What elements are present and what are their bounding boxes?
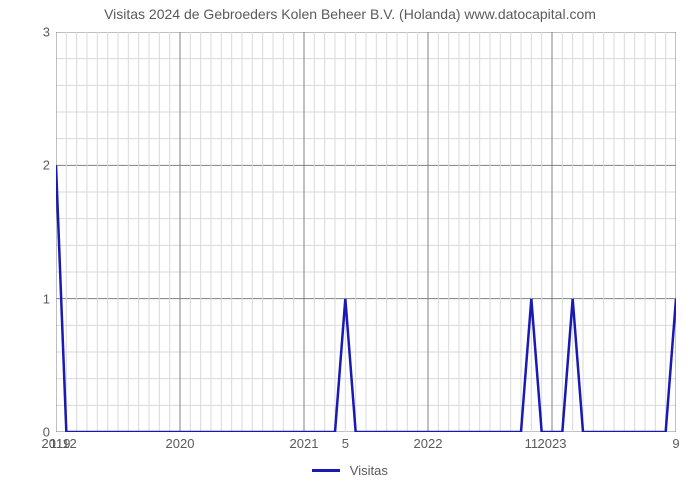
x-tick-year: 2020 — [166, 432, 195, 451]
x-tick-year: 2023 — [538, 432, 567, 451]
plot-area: 01232019202020212022202311125119 — [56, 32, 676, 432]
legend: Visitas — [0, 462, 700, 478]
plot-svg — [56, 32, 676, 432]
x-tick-minor: 11 — [525, 432, 539, 451]
legend-label: Visitas — [350, 463, 388, 478]
x-tick-year: 2022 — [414, 432, 443, 451]
chart-title: Visitas 2024 de Gebroeders Kolen Beheer … — [0, 6, 700, 22]
x-tick-minor: 9 — [672, 432, 679, 451]
y-tick-label: 3 — [43, 25, 56, 40]
x-tick-minor: 1112 — [50, 432, 77, 451]
legend-swatch — [312, 469, 340, 472]
y-tick-label: 2 — [43, 158, 56, 173]
visits-chart: Visitas 2024 de Gebroeders Kolen Beheer … — [0, 0, 700, 500]
x-tick-minor: 5 — [342, 432, 349, 451]
y-tick-label: 1 — [43, 291, 56, 306]
x-tick-year: 2021 — [290, 432, 319, 451]
